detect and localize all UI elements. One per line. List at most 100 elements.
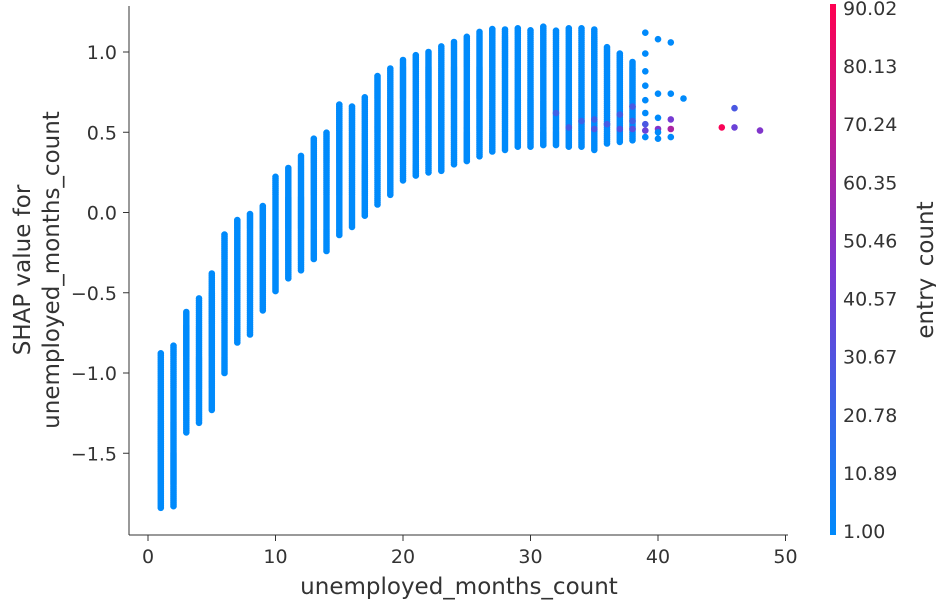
colorbar-ticks: 90.02 80.13 70.24 60.35 50.46 40.57 30.67 20.78… — [843, 0, 897, 543]
data-point — [654, 129, 662, 136]
data-point — [616, 111, 624, 118]
data-point — [616, 50, 624, 57]
data-point — [578, 25, 585, 32]
colorbar-tick-label: 30.67 — [843, 347, 897, 369]
data-point — [285, 164, 292, 172]
y-axis-title-line2: unemployed_months_count — [39, 111, 65, 429]
colorbar-tick-label: 50.46 — [843, 230, 897, 252]
point-column — [552, 27, 560, 149]
data-point — [667, 39, 675, 46]
point-column — [336, 101, 343, 239]
data-point — [501, 26, 509, 33]
point-column — [450, 38, 458, 168]
data-point — [603, 120, 611, 128]
data-point — [259, 202, 267, 210]
point-column — [425, 48, 432, 176]
data-point — [297, 152, 305, 160]
data-point — [616, 125, 624, 133]
data-point — [629, 125, 636, 133]
point-column — [412, 51, 420, 179]
point-column — [527, 27, 534, 150]
point-column — [591, 26, 598, 154]
point-column — [195, 295, 203, 427]
data-point — [642, 68, 649, 75]
data-point — [565, 25, 573, 32]
data-point — [565, 124, 573, 131]
x-axis-ticks: 0 10 20 30 40 50 — [142, 535, 798, 568]
point-column — [629, 58, 636, 144]
point-column — [540, 23, 547, 149]
colorbar-tick-label: 10.89 — [843, 463, 897, 485]
colorbar — [830, 4, 836, 535]
y-axis-title-line1: SHAP value for — [10, 184, 36, 355]
data-point — [667, 116, 675, 123]
data-point — [642, 109, 649, 117]
data-point — [642, 96, 649, 104]
colorbar-tick-label: 20.78 — [843, 405, 897, 427]
data-point — [527, 27, 534, 34]
data-point — [642, 29, 649, 36]
data-point — [667, 133, 675, 141]
y-tick-label: −1.5 — [71, 443, 117, 465]
data-point — [654, 114, 662, 122]
y-tick-label: −1.0 — [71, 363, 117, 385]
data-point — [731, 124, 738, 131]
y-tick-label: 1.0 — [87, 42, 117, 64]
point-column — [463, 33, 471, 165]
colorbar-tick-label: 90.02 — [843, 0, 897, 20]
colorbar-tick-label: 70.24 — [843, 114, 897, 136]
data-point — [603, 43, 611, 51]
point-column — [348, 103, 356, 231]
data-point — [361, 94, 369, 101]
point-column — [183, 308, 190, 436]
point-column — [285, 164, 292, 282]
data-point — [489, 25, 496, 33]
x-tick-label: 30 — [518, 546, 542, 568]
point-column — [221, 231, 228, 377]
y-tick-label: −0.5 — [71, 283, 117, 305]
data-point — [348, 103, 356, 110]
point-column — [157, 350, 165, 512]
data-point — [208, 270, 216, 277]
point-column — [234, 216, 241, 346]
y-tick-label: 0.5 — [87, 122, 117, 144]
data-point — [272, 173, 279, 181]
y-tick-label: 0.0 — [87, 203, 117, 225]
data-point — [336, 101, 343, 108]
data-point — [629, 58, 636, 66]
point-column — [603, 43, 611, 147]
data-point — [654, 135, 662, 142]
data-point — [195, 295, 203, 302]
data-point — [323, 129, 330, 136]
point-column — [476, 28, 483, 160]
y-axis-ticks: 1.0 0.5 0.0 −0.5 −1.0 −1.5 — [71, 42, 129, 465]
data-point — [642, 82, 649, 89]
point-column — [246, 210, 254, 338]
point-column — [323, 129, 330, 255]
data-point — [578, 117, 585, 125]
point-column — [361, 94, 369, 219]
point-column — [501, 26, 509, 154]
data-point — [642, 127, 649, 134]
x-tick-label: 10 — [263, 546, 287, 568]
data-point — [642, 50, 649, 57]
data-point — [246, 210, 254, 218]
data-point — [438, 43, 445, 50]
data-point — [476, 28, 483, 36]
point-column — [310, 135, 318, 263]
data-point — [514, 25, 522, 32]
data-point — [221, 231, 228, 238]
data-point — [183, 308, 190, 316]
point-column — [259, 202, 267, 314]
point-column — [374, 72, 381, 208]
colorbar-tick-label: 40.57 — [843, 289, 897, 311]
data-point — [680, 95, 687, 102]
data-point — [552, 27, 560, 34]
x-tick-label: 20 — [391, 546, 415, 568]
x-tick-label: 40 — [646, 546, 670, 568]
point-column — [208, 270, 216, 414]
point-column — [616, 50, 624, 146]
data-point — [629, 103, 636, 110]
data-point — [399, 56, 407, 64]
data-point — [756, 127, 764, 134]
